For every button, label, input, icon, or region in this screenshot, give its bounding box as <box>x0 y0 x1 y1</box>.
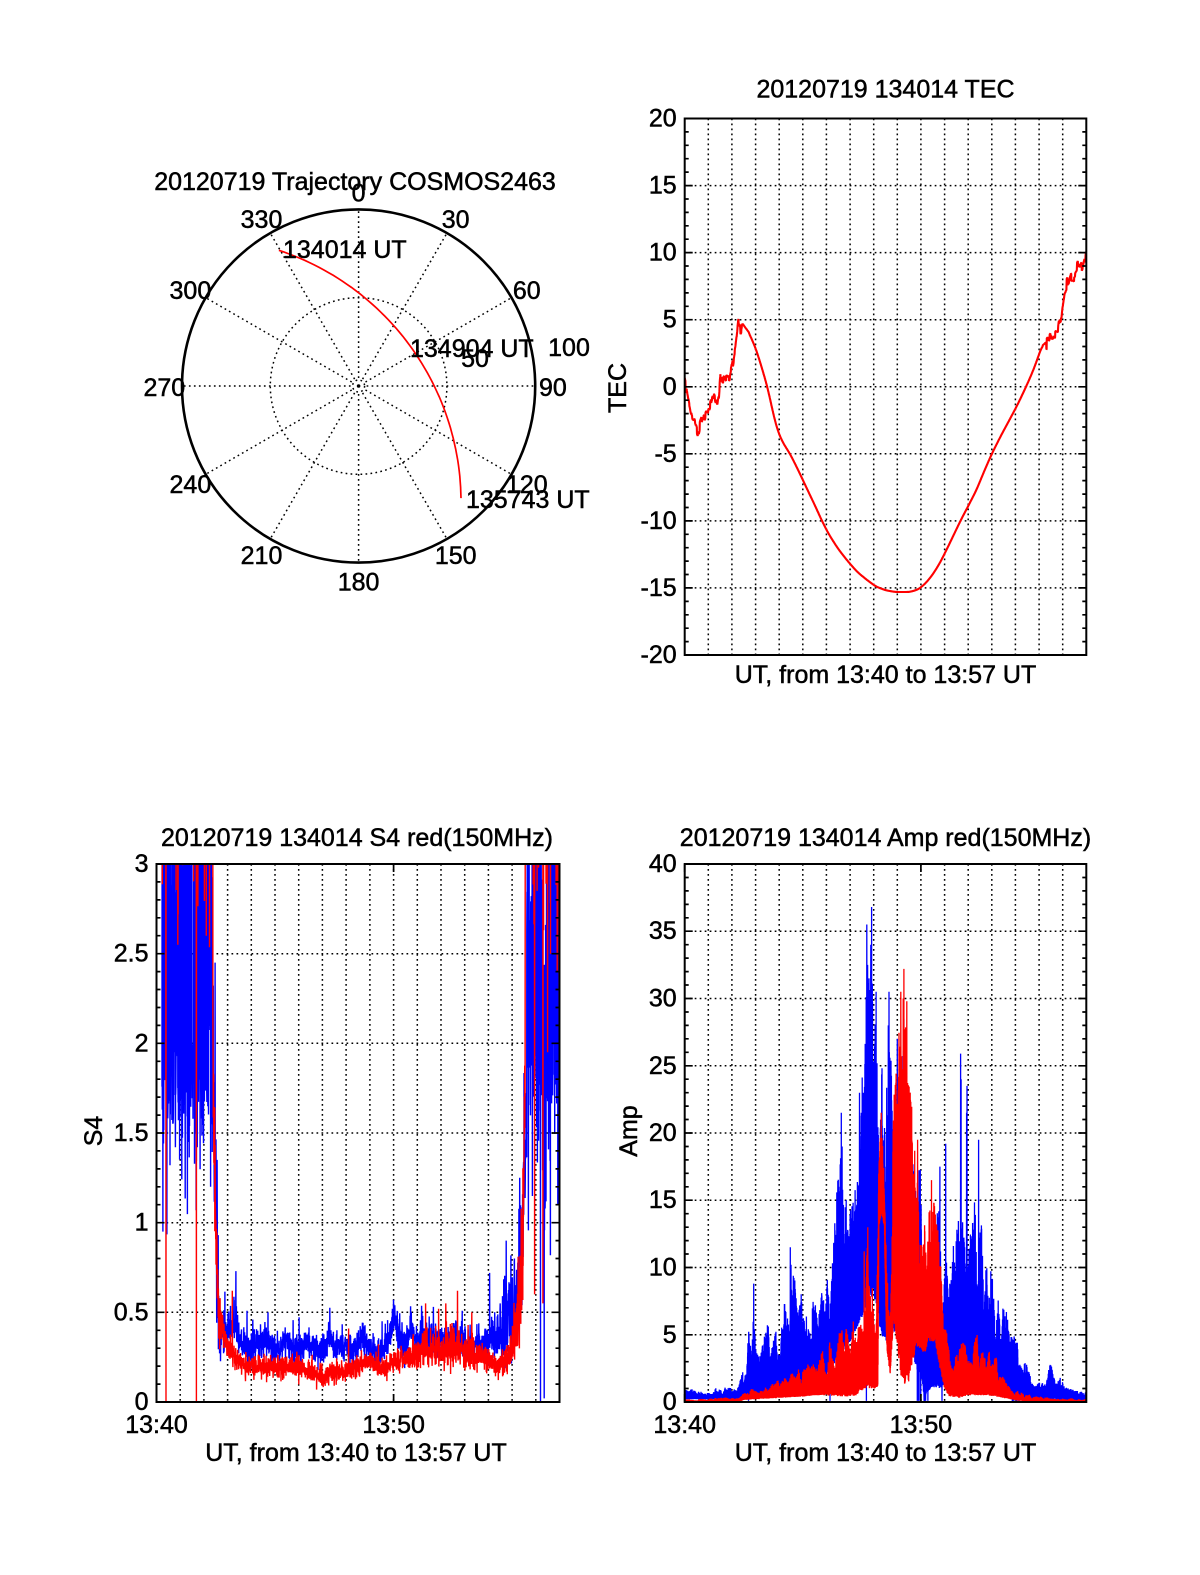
svg-text:0: 0 <box>663 373 677 401</box>
svg-text:180: 180 <box>338 568 380 596</box>
svg-text:TEC: TEC <box>604 363 632 413</box>
svg-text:S4: S4 <box>80 1116 108 1147</box>
svg-text:270: 270 <box>143 374 185 402</box>
svg-text:5: 5 <box>663 306 677 334</box>
svg-text:134904 UT: 134904 UT <box>410 335 534 363</box>
svg-text:UT, from 13:40 to 13:57 UT: UT, from 13:40 to 13:57 UT <box>205 1439 507 1467</box>
svg-text:3: 3 <box>135 850 149 878</box>
svg-text:0: 0 <box>352 180 366 208</box>
svg-text:10: 10 <box>649 1254 677 1282</box>
svg-text:Amp: Amp <box>615 1105 643 1156</box>
svg-text:-20: -20 <box>641 641 677 669</box>
svg-text:10: 10 <box>649 239 677 267</box>
svg-text:13:40: 13:40 <box>653 1411 716 1439</box>
svg-text:120: 120 <box>506 471 548 499</box>
svg-text:35: 35 <box>649 917 677 945</box>
svg-text:0: 0 <box>135 1388 149 1416</box>
svg-text:20: 20 <box>649 1119 677 1147</box>
svg-text:0: 0 <box>663 1388 677 1416</box>
svg-text:60: 60 <box>513 277 541 305</box>
svg-text:-15: -15 <box>641 574 677 602</box>
svg-text:2.5: 2.5 <box>114 940 149 968</box>
svg-text:30: 30 <box>442 206 470 234</box>
svg-text:25: 25 <box>649 1052 677 1080</box>
svg-text:50: 50 <box>461 345 489 373</box>
svg-text:UT, from 13:40 to 13:57 UT: UT, from 13:40 to 13:57 UT <box>735 1439 1037 1467</box>
svg-text:-10: -10 <box>641 507 677 535</box>
svg-text:20: 20 <box>649 105 677 133</box>
svg-text:13:50: 13:50 <box>890 1411 953 1439</box>
svg-text:210: 210 <box>241 542 283 570</box>
svg-text:135743 UT: 135743 UT <box>466 486 590 514</box>
svg-text:-5: -5 <box>654 440 676 468</box>
svg-text:20120719 134014 Amp red(150MHz: 20120719 134014 Amp red(150MHz) <box>680 824 1091 852</box>
svg-text:15: 15 <box>649 172 677 200</box>
svg-text:30: 30 <box>649 985 677 1013</box>
svg-text:2: 2 <box>135 1029 149 1057</box>
svg-text:40: 40 <box>649 850 677 878</box>
svg-text:13:50: 13:50 <box>362 1411 425 1439</box>
svg-text:20120719 134014 S4 red(150MHz): 20120719 134014 S4 red(150MHz) <box>161 824 553 852</box>
svg-text:150: 150 <box>435 542 477 570</box>
svg-text:90: 90 <box>539 374 567 402</box>
svg-text:300: 300 <box>170 277 212 305</box>
svg-text:1: 1 <box>135 1209 149 1237</box>
svg-text:20120719 134014 TEC: 20120719 134014 TEC <box>756 76 1014 104</box>
svg-text:100: 100 <box>548 334 590 362</box>
svg-text:13:40: 13:40 <box>125 1411 188 1439</box>
svg-text:330: 330 <box>241 206 283 234</box>
svg-text:UT, from 13:40 to 13:57 UT: UT, from 13:40 to 13:57 UT <box>735 661 1037 689</box>
svg-text:20120719 Trajectory COSMOS2463: 20120719 Trajectory COSMOS2463 <box>154 168 556 196</box>
svg-text:1.5: 1.5 <box>114 1119 149 1147</box>
svg-text:15: 15 <box>649 1186 677 1214</box>
svg-text:240: 240 <box>170 471 212 499</box>
svg-text:134014 UT: 134014 UT <box>283 236 407 264</box>
svg-text:5: 5 <box>663 1321 677 1349</box>
svg-text:0.5: 0.5 <box>114 1298 149 1326</box>
